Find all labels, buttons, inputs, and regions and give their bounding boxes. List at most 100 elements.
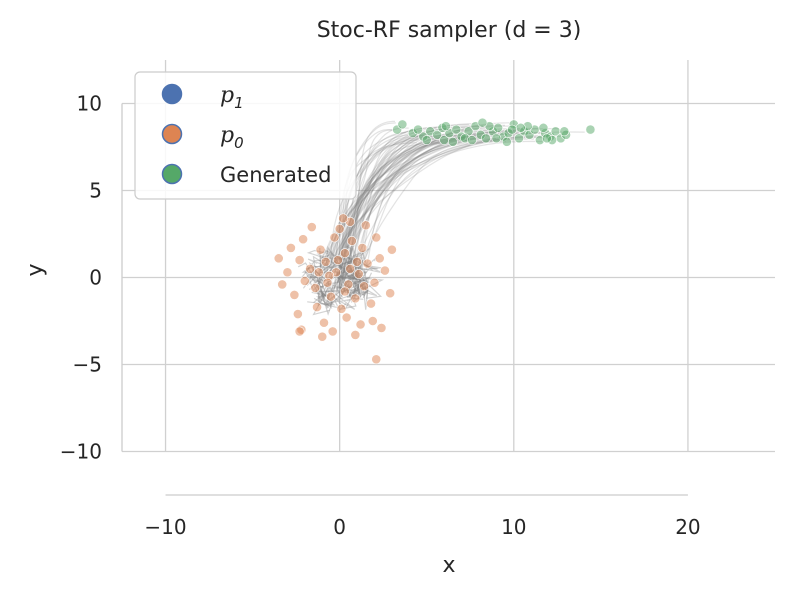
p0-point	[289, 289, 300, 300]
p0-point	[350, 330, 361, 340]
p0-point	[327, 326, 338, 337]
p0-point	[376, 323, 387, 333]
p0-point	[273, 253, 284, 264]
p0-point	[313, 267, 324, 278]
trajectory-line	[343, 127, 409, 285]
trajectory-line	[321, 137, 477, 292]
p0-point	[306, 222, 317, 232]
p0-point	[360, 220, 371, 231]
generated-point	[421, 135, 432, 145]
p0-point	[369, 277, 380, 288]
generated-point	[538, 122, 549, 133]
p0-point	[299, 276, 310, 286]
y-tick-label: 0	[89, 266, 102, 290]
trajectory-line	[319, 247, 333, 274]
x-tick-label: −10	[144, 515, 186, 539]
p0-point	[339, 286, 350, 297]
legend: p1 p0 Generated	[134, 71, 357, 200]
generated-point	[467, 135, 477, 145]
p0-point	[371, 354, 382, 365]
p0-point	[294, 326, 305, 337]
axes	[121, 103, 688, 496]
generated-point	[491, 133, 502, 144]
p0-point	[355, 319, 366, 330]
generated-point	[501, 136, 512, 147]
generated-point	[440, 121, 451, 132]
legend-label-generated: Generated	[220, 163, 331, 187]
p0-point	[298, 234, 308, 245]
x-tick-label: 0	[333, 515, 346, 539]
tick-labels: −10 0 10 20 −10 −5 0 5 10	[60, 92, 701, 540]
legend-marker-p0	[161, 123, 183, 145]
p0-point	[385, 288, 396, 299]
generated-point	[559, 126, 570, 137]
trajectory-line	[337, 120, 395, 279]
trajectory-line	[337, 257, 356, 279]
y-tick-label: −10	[60, 440, 102, 464]
trajectory-line	[305, 264, 332, 291]
legend-label-p0: p0	[220, 123, 244, 152]
p0-point	[336, 303, 347, 314]
generated-point	[477, 117, 488, 128]
x-tick-label: 10	[501, 515, 526, 539]
x-axis-label: x	[442, 553, 455, 578]
generated-point	[507, 124, 517, 135]
y-tick-label: 5	[89, 179, 102, 203]
p0-point	[350, 293, 361, 304]
p0-point	[277, 279, 288, 290]
y-tick-label: −5	[73, 353, 102, 377]
p0-point	[338, 213, 349, 224]
generated-points	[392, 117, 596, 147]
p0-point	[339, 248, 350, 259]
p0-point	[320, 256, 331, 267]
legend-label-p1: p1	[220, 83, 244, 112]
trajectory-line	[339, 132, 442, 275]
p0-point	[326, 291, 336, 302]
generated-point	[493, 122, 504, 133]
p0-points	[273, 213, 397, 365]
p0-point	[286, 243, 296, 253]
p0-point	[312, 302, 322, 312]
x-tick-label: 20	[675, 515, 700, 539]
p0-point	[334, 223, 345, 234]
p0-point	[294, 255, 305, 265]
trajectory-line	[336, 265, 360, 280]
trajectory-line	[347, 283, 369, 299]
p0-point	[359, 281, 369, 292]
p0-point	[357, 243, 368, 253]
legend-box	[134, 71, 357, 200]
trajectory-line	[338, 126, 472, 289]
generated-point	[397, 119, 408, 130]
p0-point	[352, 256, 362, 267]
trajectory-line	[325, 285, 348, 306]
trajectory-line	[346, 245, 353, 257]
p0-point	[322, 277, 333, 288]
chart-title: Stoc-RF sampler (d = 3)	[317, 18, 582, 43]
p0-point	[362, 258, 373, 269]
legend-marker-generated	[161, 163, 183, 185]
legend-marker-p1	[161, 83, 183, 105]
trajectory-line	[308, 255, 325, 286]
trajectory-line	[333, 127, 520, 283]
y-tick-label: 10	[77, 92, 102, 116]
trajectory-line	[325, 123, 469, 289]
p0-point	[333, 255, 343, 265]
trajectory-line	[307, 268, 325, 297]
trajectory-line	[343, 132, 406, 290]
generated-point	[481, 133, 491, 144]
trajectory-line	[312, 290, 344, 309]
p0-point	[380, 265, 390, 276]
p0-point	[310, 283, 321, 293]
trajectory-line	[337, 135, 431, 267]
p0-point	[366, 298, 376, 309]
p0-point	[341, 312, 352, 323]
trajectory-line	[312, 287, 330, 316]
trajectory-line	[329, 140, 543, 274]
p0-point	[282, 267, 293, 278]
generated-point	[451, 124, 462, 135]
p0-point	[345, 263, 356, 274]
p0-point	[387, 244, 397, 255]
generated-point	[515, 122, 526, 133]
generated-point	[413, 124, 423, 135]
